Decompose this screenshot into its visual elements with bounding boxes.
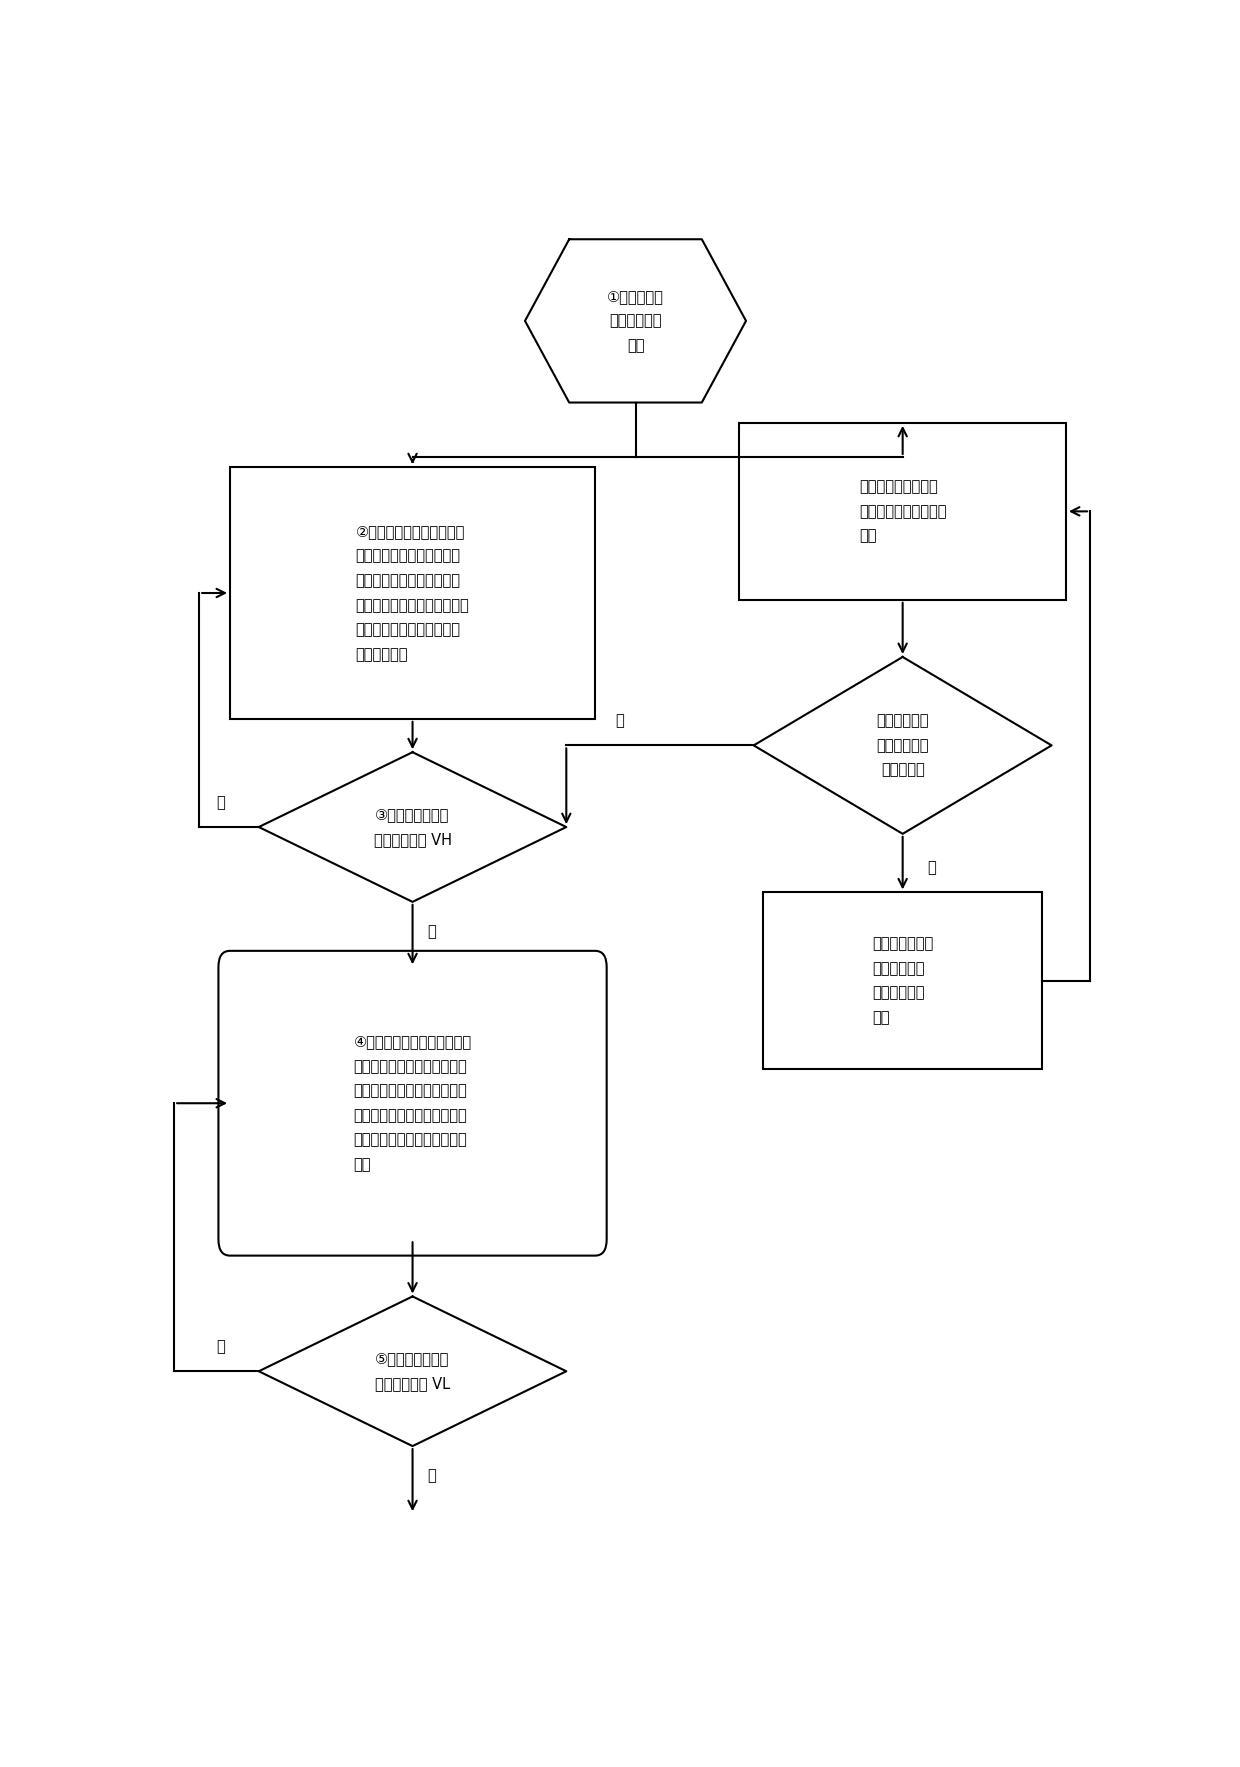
Bar (764, 892, 1042, 1069)
Text: 否: 否 (615, 714, 624, 728)
Text: 三高压喷雾室
压力高于泄压
阀的设定値: 三高压喷雾室 压力高于泄压 阀的设定値 (877, 714, 929, 777)
Text: ③雾液回聚区液位
高于高液位値 VH: ③雾液回聚区液位 高于高液位値 VH (373, 808, 451, 846)
Text: ⑤雾液回聚区液位
低于低液位値 VL: ⑤雾液回聚区液位 低于低液位値 VL (374, 1352, 450, 1391)
Text: 否: 否 (216, 795, 224, 809)
Text: 是: 是 (428, 1468, 436, 1484)
Text: ①启动激光器
系统和热管理
装置: ①启动激光器 系统和热管理 装置 (608, 288, 663, 353)
Text: 是: 是 (928, 861, 936, 875)
Text: 否: 否 (216, 1339, 224, 1354)
Text: ②液氨经高压储液罐、高压
电动泵被抚取至过渡室，再
经喷雾嘴阵列形成氨雾喷射
于激光器热沉上，部分汽化，
未汽化的氨雾转为液氨积聚
至雾液回聚区: ②液氨经高压储液罐、高压 电动泵被抚取至过渡室，再 经喷雾嘴阵列形成氨雾喷射 于… (356, 525, 470, 663)
Text: 四泄压阀开启，
过量氨气被排
至吸收水桶中
洗消: 四泄压阀开启， 过量氨气被排 至吸收水桶中 洗消 (872, 937, 934, 1025)
Text: 丙监测高压喷雾室的
压力，泄压阀处于关闭
状态: 丙监测高压喷雾室的 压力，泄压阀处于关闭 状态 (859, 479, 946, 544)
Bar (229, 466, 595, 719)
Text: 是: 是 (428, 924, 436, 940)
Bar (739, 422, 1066, 599)
Text: ④高压电动泵抚取雾液回聚区
的液氨至过渡室，液氨再经喷
雾嘴阵列形成氨雾喷射于激光
器热沉上，部分汽化，未汽化
的氨雾转为液氨积聚至雾液回
聚区: ④高压电动泵抚取雾液回聚区 的液氨至过渡室，液氨再经喷 雾嘴阵列形成氨雾喷射于激… (353, 1034, 471, 1172)
